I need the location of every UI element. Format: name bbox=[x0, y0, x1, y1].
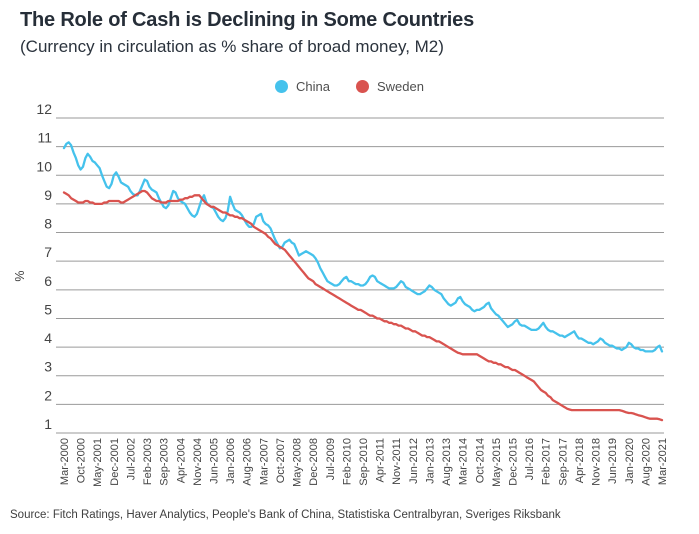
y-tick-label: 7 bbox=[44, 244, 52, 260]
legend-item-sweden: Sweden bbox=[355, 79, 424, 94]
x-tick-label: Aug-2006 bbox=[242, 438, 254, 486]
series-line-china bbox=[62, 141, 664, 353]
x-tick-label: Apr-2004 bbox=[175, 438, 187, 483]
x-tick-label: Apr-2011 bbox=[375, 438, 387, 482]
legend: China Sweden bbox=[0, 79, 699, 94]
x-tick-label: Dec-2015 bbox=[508, 438, 520, 486]
y-tick-label: 8 bbox=[44, 216, 52, 232]
series-line-sweden bbox=[62, 189, 664, 422]
x-tick-label: Mar-2014 bbox=[458, 438, 470, 485]
x-tick-label: Aug-2013 bbox=[441, 438, 453, 486]
legend-dot-icon bbox=[275, 80, 289, 93]
x-tick-label: Jun-2012 bbox=[408, 438, 420, 484]
x-tick-label: May-2008 bbox=[292, 438, 304, 487]
y-tick-label: 10 bbox=[36, 158, 52, 174]
x-tick-label: Jan-2013 bbox=[424, 438, 436, 484]
y-tick-label: 9 bbox=[44, 187, 52, 203]
legend-item-china: China bbox=[275, 79, 330, 94]
x-tick-label: Feb-2003 bbox=[142, 438, 154, 485]
y-axis-label: % bbox=[13, 270, 27, 281]
y-tick-label: 12 bbox=[36, 101, 52, 117]
x-tick-label: Feb-2017 bbox=[541, 438, 553, 485]
legend-label: China bbox=[296, 79, 330, 94]
x-tick-label: Feb-2010 bbox=[341, 438, 353, 485]
x-tick-label: Dec-2008 bbox=[308, 438, 320, 486]
x-tick-label: Oct-2007 bbox=[275, 438, 287, 483]
y-tick-label: 6 bbox=[44, 273, 52, 289]
y-tick-label: 3 bbox=[44, 359, 52, 375]
x-tick-label: Nov-2011 bbox=[391, 438, 403, 485]
x-tick-label: Sep-2003 bbox=[159, 438, 171, 486]
source-note: Source: Fitch Ratings, Haver Analytics, … bbox=[10, 509, 561, 521]
x-tick-label: May-2015 bbox=[491, 438, 503, 487]
x-tick-label: Sep-2017 bbox=[557, 438, 569, 486]
x-tick-label: Jan-2020 bbox=[624, 438, 636, 484]
x-tick-label: May-2001 bbox=[92, 438, 104, 487]
x-tick-label: Nov-2018 bbox=[591, 438, 603, 486]
x-tick-label: Aug-2020 bbox=[640, 438, 652, 486]
x-tick-label: Jun-2005 bbox=[209, 438, 221, 484]
y-tick-label: 11 bbox=[37, 130, 52, 146]
y-tick-label: 4 bbox=[44, 330, 52, 346]
x-tick-label: Sep-2010 bbox=[358, 438, 370, 486]
chart-title: The Role of Cash is Declining in Some Co… bbox=[20, 9, 474, 31]
x-tick-label: Jul-2009 bbox=[325, 438, 337, 480]
x-tick-label: Oct-2014 bbox=[474, 438, 486, 483]
x-tick-label: Jan-2006 bbox=[225, 438, 237, 484]
x-tick-label: Jun-2019 bbox=[607, 438, 619, 484]
x-tick-label: Jul-2016 bbox=[524, 438, 536, 480]
y-tick-label: 5 bbox=[44, 301, 52, 317]
chart-subtitle: (Currency in circulation as % share of b… bbox=[20, 37, 444, 56]
x-tick-label: Apr-2018 bbox=[574, 438, 586, 483]
legend-dot-icon bbox=[355, 80, 369, 93]
y-tick-label: 2 bbox=[44, 387, 52, 403]
x-tick-label: Dec-2001 bbox=[109, 438, 121, 486]
legend-label: Sweden bbox=[376, 79, 424, 94]
y-tick-label: 1 bbox=[44, 416, 52, 432]
x-tick-label: Oct-2000 bbox=[76, 438, 88, 483]
x-tick-label: Mar-2000 bbox=[59, 438, 71, 485]
x-tick-label: Nov-2004 bbox=[192, 438, 204, 486]
x-tick-label: Mar-2007 bbox=[258, 438, 270, 485]
x-tick-label: Jul-2002 bbox=[125, 438, 137, 480]
x-tick-label: Mar-2021 bbox=[657, 438, 669, 485]
